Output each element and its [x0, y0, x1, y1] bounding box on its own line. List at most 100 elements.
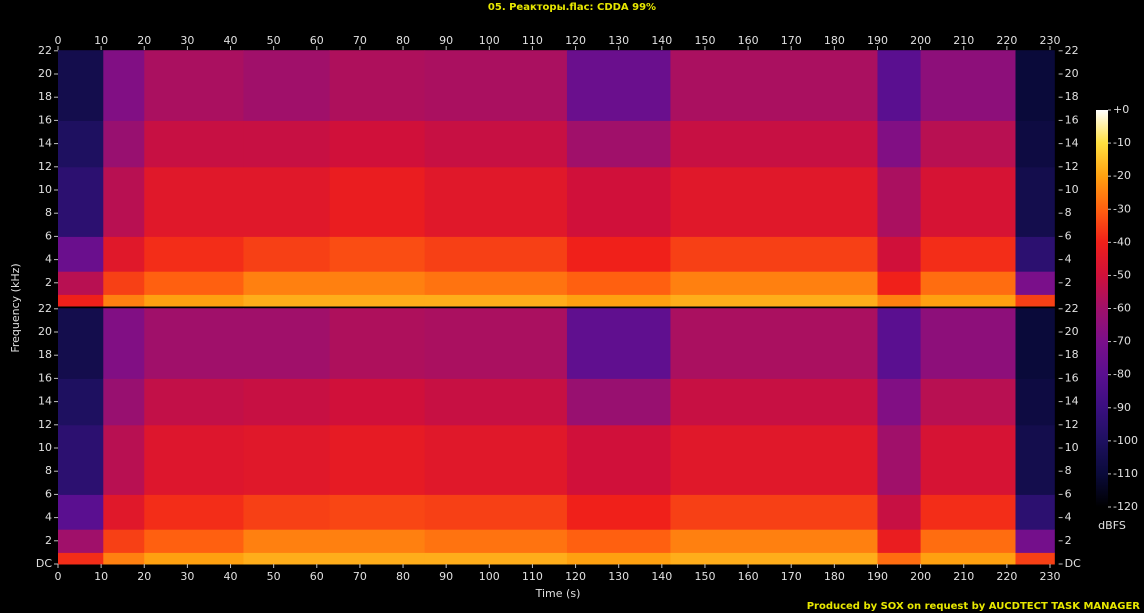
y-tick-label: 22: [38, 44, 52, 57]
y-tick-label: 2: [45, 534, 52, 547]
spectrogram-cell: [103, 50, 145, 121]
spectrogram-cell: [329, 308, 426, 379]
spectrogram-cell: [1015, 552, 1055, 565]
spectrogram-cell: [424, 494, 568, 530]
spectrogram-cell: [144, 166, 244, 237]
spectrogram-cell: [1015, 166, 1055, 237]
x-tick-label: 220: [996, 34, 1017, 47]
y-tick-label: 18: [38, 90, 52, 103]
y-tick-label: 18: [1065, 90, 1079, 103]
x-tick-label: 200: [910, 34, 931, 47]
x-tick-label: 180: [824, 570, 845, 583]
x-tick-label: 80: [396, 570, 410, 583]
spectrogram-cell: [670, 120, 878, 168]
x-tick-label: 70: [353, 570, 367, 583]
spectrogram-cell: [920, 271, 1016, 295]
x-tick-label: 110: [522, 34, 543, 47]
spectrogram-cell: [144, 271, 244, 295]
x-tick-label: 60: [310, 570, 324, 583]
spectrogram-cell: [566, 552, 671, 565]
x-tick-label: 190: [867, 34, 888, 47]
spectrogram-cell: [920, 494, 1016, 530]
x-tick-label: 0: [55, 570, 62, 583]
y-tick-label: 22: [1065, 44, 1079, 57]
spectrogram-cell: [58, 271, 104, 295]
spectrogram-cell: [670, 424, 878, 495]
spectrogram-cell: [243, 271, 331, 295]
y-tick-label: 6: [45, 487, 52, 500]
spectrogram-cell: [877, 424, 922, 495]
spectrogram-cell: [670, 494, 878, 530]
spectrogram-cell: [566, 50, 671, 121]
spectrogram-cell: [243, 552, 331, 565]
spectrogram-cell: [566, 271, 671, 295]
colorbar-tick-label: -120: [1113, 500, 1138, 513]
x-tick-label: 170: [781, 570, 802, 583]
spectrogram-cell: [329, 378, 426, 426]
spectrogram-cell: [424, 166, 568, 237]
spectrogram-cell: [144, 552, 244, 565]
y-tick-label: 12: [38, 160, 52, 173]
spectrogram-cell: [1015, 294, 1055, 307]
x-tick-label: 20: [137, 34, 151, 47]
spectrogram-cell: [329, 236, 426, 272]
spectrogram-cell: [424, 529, 568, 553]
spectrogram-cell: [103, 236, 145, 272]
x-tick-label: 210: [953, 34, 974, 47]
spectrogram-cell: [670, 308, 878, 379]
colorbar-tick-label: +0: [1113, 103, 1129, 116]
x-tick-label: 50: [267, 570, 281, 583]
y-tick-label: DC: [1065, 557, 1081, 570]
x-tick-label: 150: [694, 34, 715, 47]
spectrogram-cell: [920, 120, 1016, 168]
spectrogram-cell: [329, 529, 426, 553]
spectrogram-cell: [243, 529, 331, 553]
spectrogram-cell: [103, 166, 145, 237]
y-tick-label: 4: [1065, 511, 1072, 524]
spectrogram-cell: [103, 552, 145, 565]
spectrogram-cell: [424, 424, 568, 495]
y-tick-label: 2: [1065, 534, 1072, 547]
spectrogram-cell: [1015, 120, 1055, 168]
spectrogram-cell: [670, 236, 878, 272]
spectrogram-cell: [1015, 236, 1055, 272]
y-tick-label: DC: [36, 557, 52, 570]
spectrogram-cell: [1015, 50, 1055, 121]
spectrogram-cell: [243, 378, 331, 426]
y-tick-label: 6: [1065, 229, 1072, 242]
x-tick-label: 60: [310, 34, 324, 47]
spectrogram-cell: [1015, 529, 1055, 553]
spectrogram-cell: [877, 308, 922, 379]
spectrogram-cell: [144, 529, 244, 553]
x-tick-label: 130: [608, 34, 629, 47]
spectrogram-cell: [58, 494, 104, 530]
y-tick-label: 10: [38, 441, 52, 454]
spectrogram-cell: [58, 308, 104, 379]
spectrogram-cell: [144, 50, 244, 121]
spectrogram-cell: [243, 308, 331, 379]
spectrogram-cell: [424, 552, 568, 565]
spectrogram-cell: [329, 494, 426, 530]
spectrogram-cell: [877, 271, 922, 295]
colorbar-tick-label: -30: [1113, 202, 1131, 215]
colorbar-tick-label: -110: [1113, 467, 1138, 480]
spectrogram-cell: [58, 552, 104, 565]
y-tick-label: 8: [1065, 464, 1072, 477]
spectrogram-cell: [566, 378, 671, 426]
y-tick-label: 8: [45, 206, 52, 219]
x-tick-label: 100: [479, 34, 500, 47]
spectrogram-cell: [1015, 378, 1055, 426]
y-tick-label: 14: [38, 137, 52, 150]
spectrogram-cell: [670, 271, 878, 295]
y-tick-label: 4: [45, 511, 52, 524]
spectrogram-cell: [670, 529, 878, 553]
colorbar-tick-label: -40: [1113, 235, 1131, 248]
spectrogram-cell: [566, 236, 671, 272]
spectrogram-cell: [58, 50, 104, 121]
y-tick-label: 18: [1065, 348, 1079, 361]
y-tick-label: 6: [45, 229, 52, 242]
y-tick-label: 10: [1065, 441, 1079, 454]
x-tick-label: 120: [565, 34, 586, 47]
spectrogram-cell: [670, 294, 878, 307]
x-tick-label: 30: [180, 570, 194, 583]
